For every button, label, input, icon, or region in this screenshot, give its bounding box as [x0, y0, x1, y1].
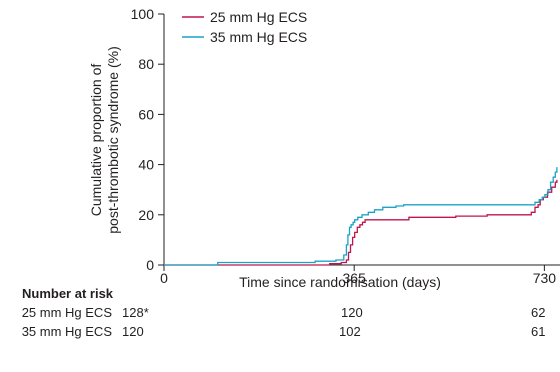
risk-value: 128*	[122, 305, 149, 320]
risk-table-title: Number at risk	[22, 286, 114, 301]
series-line-35mmhg	[164, 167, 558, 266]
legend: 25 mm Hg ECS 35 mm Hg ECS	[182, 9, 307, 45]
x-tick-label: 365	[343, 270, 367, 286]
y-tick-label: 0	[146, 257, 154, 273]
y-tick-label: 40	[138, 157, 154, 173]
y-tick-label: 80	[138, 56, 154, 72]
risk-value: 120	[341, 305, 363, 320]
risk-value: 62	[531, 305, 546, 320]
risk-value: 61	[531, 324, 546, 339]
risk-row-label: 35 mm Hg ECS	[21, 324, 112, 339]
x-tick-label: 730	[533, 270, 557, 286]
x-tick-label: 0	[160, 270, 168, 286]
y-tick-label: 100	[131, 6, 155, 22]
y-tick-label: 60	[138, 106, 154, 122]
legend-label-25: 25 mm Hg ECS	[210, 9, 307, 25]
y-axis-label-line2: post-thrombotic syndrome (%)	[105, 46, 121, 234]
x-axis-label: Time since randomisation (days)	[239, 274, 441, 290]
legend-label-35: 35 mm Hg ECS	[210, 29, 307, 45]
risk-row-label: 25 mm Hg ECS	[21, 305, 112, 320]
risk-value: 120	[122, 324, 144, 339]
risk-value: 102	[339, 324, 361, 339]
y-tick-label: 20	[138, 207, 154, 223]
y-axis-label-line1: Cumulative proportion of	[88, 64, 104, 217]
series-line-25mmhg	[164, 179, 558, 266]
